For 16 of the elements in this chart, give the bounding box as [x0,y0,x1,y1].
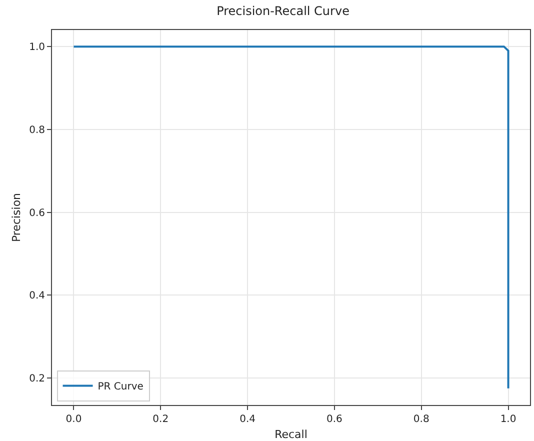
x-tick-label: 1.0 [500,414,516,425]
x-tick-label: 0.4 [240,414,256,425]
x-tick-label: 0.8 [413,414,430,425]
y-tick-label: 1.0 [29,42,45,54]
y-axis-title: Precision [10,192,23,242]
x-axis-title: Recall [274,428,308,441]
x-tick-label: 0.0 [66,414,82,425]
y-tick-label: 0.4 [29,290,45,302]
x-tick-label: 0.6 [326,414,342,425]
chart-title: Precision-Recall Curve [216,4,350,18]
x-tick-label: 0.2 [152,414,169,425]
line-series [72,46,510,390]
y-tick-label: 0.8 [29,124,45,136]
y-tick-label: 0.6 [29,208,45,219]
y-tick-label: 0.2 [29,374,45,385]
legend-label: PR Curve [98,382,144,393]
